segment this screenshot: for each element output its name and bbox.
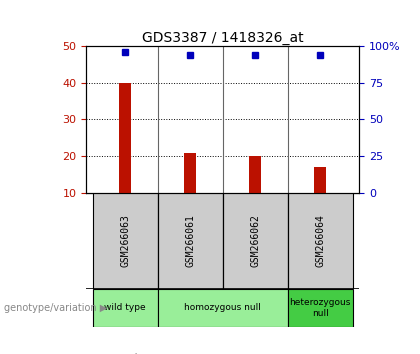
Bar: [314, 167, 326, 193]
Text: count: count: [111, 353, 139, 354]
Text: homozygous null: homozygous null: [184, 303, 261, 313]
Text: wild type: wild type: [104, 303, 146, 313]
Text: GSM266062: GSM266062: [250, 214, 260, 267]
Title: GDS3387 / 1418326_at: GDS3387 / 1418326_at: [142, 31, 303, 45]
Bar: [158, 289, 288, 327]
Bar: [249, 156, 261, 193]
Text: GSM266064: GSM266064: [315, 214, 325, 267]
Text: heterozygous
null: heterozygous null: [289, 298, 351, 318]
Text: genotype/variation ▶: genotype/variation ▶: [4, 303, 108, 313]
Bar: [119, 83, 131, 193]
Bar: [288, 289, 353, 327]
Bar: [184, 153, 196, 193]
Text: GSM266061: GSM266061: [185, 214, 195, 267]
Bar: [223, 193, 288, 289]
Bar: [288, 193, 353, 289]
Bar: [92, 193, 158, 289]
Bar: [158, 193, 223, 289]
Text: GSM266063: GSM266063: [120, 214, 130, 267]
Bar: [92, 289, 158, 327]
Text: ■: ■: [94, 353, 104, 354]
